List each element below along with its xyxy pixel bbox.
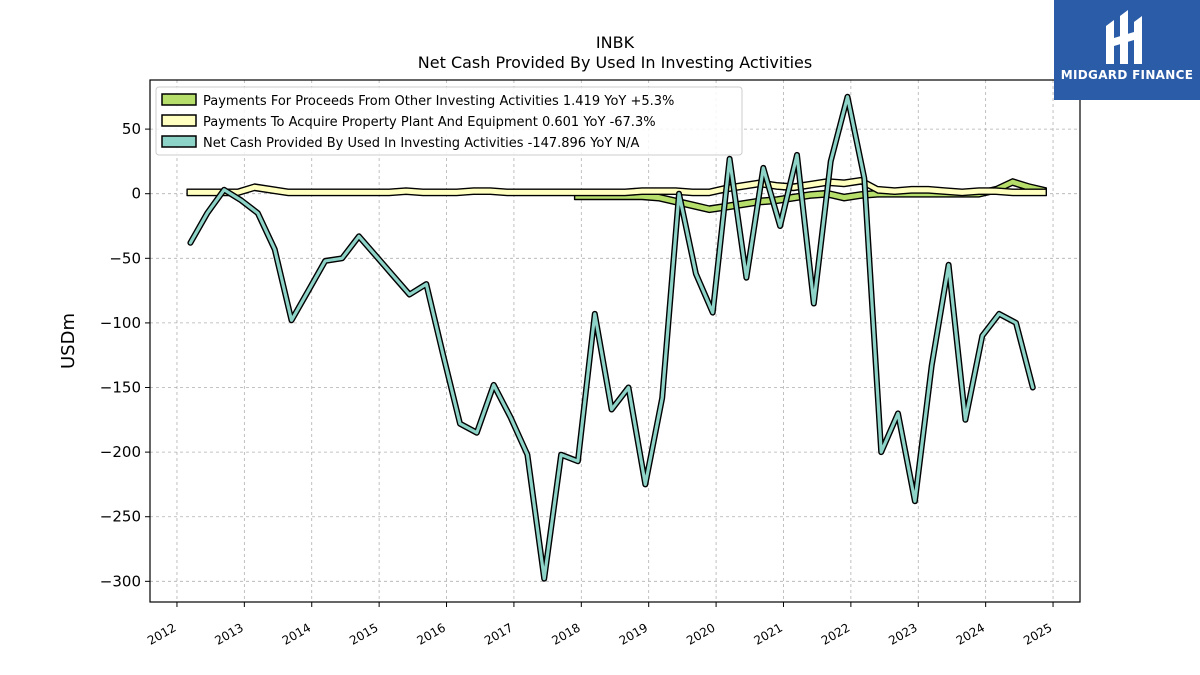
x-tick-label: 2022 — [819, 620, 852, 647]
x-axis-ticks: 2012 2013 2014 2015 2016 2017 2018 2019 2020 2021… — [145, 602, 1055, 648]
chart-title: INBK — [596, 33, 635, 52]
legend-swatch-net-cash — [161, 135, 197, 148]
band-series-layer — [186, 176, 1047, 214]
x-tick-label: 2020 — [684, 620, 717, 647]
y-tick-label: −50 — [109, 249, 141, 267]
brand-name: MIDGARD FINANCE — [1060, 68, 1194, 82]
legend-box — [155, 86, 743, 156]
legend-swatch-ppe — [161, 114, 197, 127]
y-tick-label: −150 — [100, 379, 141, 397]
x-tick-label: 2015 — [347, 620, 380, 647]
series-band-1 — [186, 176, 1047, 197]
legend: Payments For Proceeds From Other Investi… — [155, 86, 743, 156]
y-tick-label: −300 — [100, 572, 141, 590]
x-tick-label: 2017 — [482, 620, 515, 647]
x-tick-label: 2019 — [617, 620, 650, 647]
grid-lines — [150, 80, 1080, 602]
x-tick-label: 2024 — [954, 620, 987, 647]
x-tick-label: 2014 — [280, 620, 313, 647]
x-tick-label: 2018 — [549, 620, 582, 647]
series-line-net-cash — [188, 95, 1035, 581]
y-axis-ticks: 50 0 −50 −100 −150 −200 −250 −300 — [100, 120, 150, 590]
series-line-outline — [187, 93, 1036, 582]
line-series-layer — [187, 93, 1036, 582]
x-tick-label: 2016 — [415, 620, 448, 647]
legend-swatch-other-investing — [161, 93, 197, 106]
y-tick-label: −200 — [100, 443, 141, 461]
y-tick-label: 50 — [122, 120, 141, 138]
legend-label-net-cash: Net Cash Provided By Used In Investing A… — [203, 136, 640, 151]
legend-label-ppe: Payments To Acquire Property Plant And E… — [203, 115, 656, 130]
x-tick-label: 2023 — [886, 620, 919, 647]
x-tick-label: 2021 — [752, 620, 785, 647]
y-axis-label: USDm — [58, 313, 79, 369]
y-tick-label: 0 — [131, 185, 141, 203]
x-tick-label: 2012 — [145, 620, 178, 647]
chart-subtitle: Net Cash Provided By Used In Investing A… — [418, 53, 812, 72]
brand-mark-icon — [1106, 10, 1142, 64]
plot-frame — [149, 79, 1081, 603]
brand-logo: MIDGARD FINANCE — [1054, 0, 1200, 100]
x-tick-label: 2013 — [212, 620, 245, 647]
y-tick-label: −250 — [100, 508, 141, 526]
legend-label-other-investing: Payments For Proceeds From Other Investi… — [203, 94, 674, 109]
x-tick-label: 2025 — [1021, 620, 1054, 647]
y-tick-label: −100 — [100, 314, 141, 332]
